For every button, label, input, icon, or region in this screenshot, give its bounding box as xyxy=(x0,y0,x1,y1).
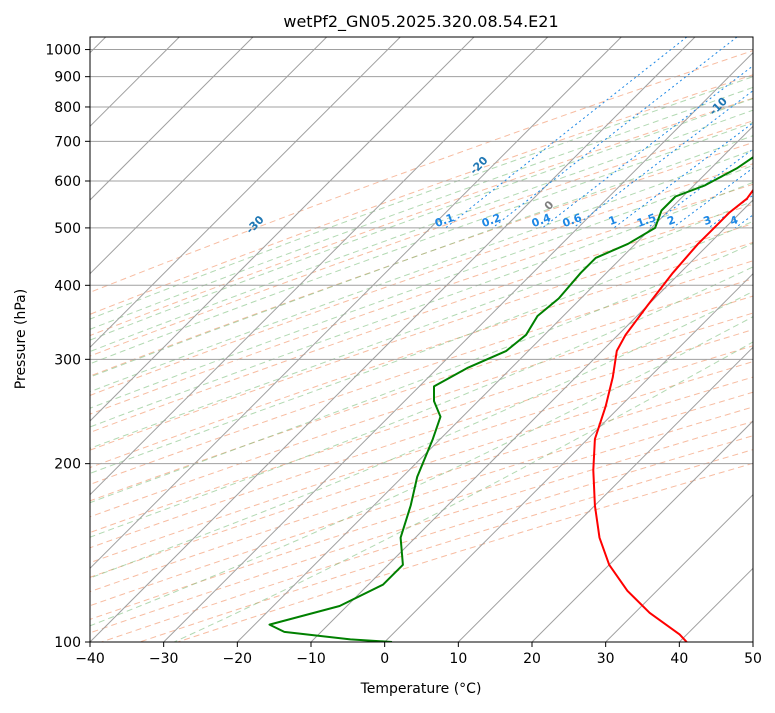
mixing-ratio-label: 6 xyxy=(767,213,775,228)
isotherm-line xyxy=(679,37,775,642)
x-tick-label: 50 xyxy=(744,651,762,667)
isotherm-line xyxy=(0,37,474,642)
mixing-ratio-label: 2 xyxy=(665,213,677,228)
grid-layer xyxy=(0,37,775,642)
mixing-ratio-label: 0.1 xyxy=(433,211,456,230)
mixing-ratio-line xyxy=(446,37,687,228)
dry-adiabat-label: -20 xyxy=(467,154,490,177)
x-tick-label: 10 xyxy=(449,651,467,667)
isotherm-line xyxy=(0,37,400,642)
y-tick-label: 900 xyxy=(54,70,81,86)
x-tick-label: 30 xyxy=(597,651,615,667)
y-tick-label: 100 xyxy=(54,635,81,651)
y-tick-label: 700 xyxy=(54,134,81,150)
isotherm-line xyxy=(311,37,775,642)
y-tick-label: 200 xyxy=(54,457,81,473)
x-axis-label: Temperature (°C) xyxy=(360,681,482,697)
isotherm-line xyxy=(606,37,775,642)
isotherm-line xyxy=(0,37,253,642)
moist-adiabat-line xyxy=(174,37,775,642)
y-axis-label: Pressure (hPa) xyxy=(13,289,29,389)
isotherm-line xyxy=(458,37,775,642)
isotherm-line xyxy=(532,37,775,642)
mixing-ratio-label: 1 xyxy=(607,213,619,228)
x-tick-label: −20 xyxy=(223,651,253,667)
mixing-ratio-label: 4 xyxy=(728,213,740,228)
isotherm-line xyxy=(164,37,769,642)
mixing-ratio-label: 0.4 xyxy=(530,211,553,230)
mixing-ratio-line xyxy=(493,37,738,228)
dewpoint-profile-line xyxy=(270,52,775,642)
tick-layer: −40 −30 −20 −10 0 10 20 30 40 50 1000 900 800 700 600 5… xyxy=(45,43,762,667)
isotherm-line xyxy=(16,37,621,642)
mixing-ratio-line xyxy=(672,37,775,228)
isotherm-line xyxy=(0,37,327,642)
isotherm-line xyxy=(385,37,775,642)
x-tick-label: 20 xyxy=(523,651,541,667)
series-layer xyxy=(270,52,775,642)
isotherm-line xyxy=(753,37,775,642)
y-tick-label: 500 xyxy=(54,221,81,237)
moist-adiabat-line xyxy=(0,37,775,642)
y-tick-label: 600 xyxy=(54,174,81,190)
dry-adiabat-label: -30 xyxy=(243,213,266,236)
y-tick-label: 300 xyxy=(54,352,81,368)
chart-title: wetPf2_GN05.2025.320.08.54.E21 xyxy=(283,12,558,32)
x-tick-label: −40 xyxy=(75,651,105,667)
x-tick-label: −30 xyxy=(149,651,179,667)
moist-adiabat-label: 10 xyxy=(754,156,774,176)
x-tick-label: 0 xyxy=(380,651,389,667)
dry-adiabat-line xyxy=(102,37,775,642)
y-tick-label: 400 xyxy=(54,278,81,294)
y-tick-label: 1000 xyxy=(45,43,81,59)
x-tick-label: 40 xyxy=(670,651,688,667)
mixing-ratio-label: 3 xyxy=(702,213,714,228)
mixing-ratio-line xyxy=(735,37,775,228)
x-tick-label: −10 xyxy=(296,651,326,667)
mixing-ratio-label: 0.6 xyxy=(561,211,584,230)
mixing-ratio-line xyxy=(614,37,775,228)
isotherm-line xyxy=(237,37,775,642)
moist-adiabat-line xyxy=(49,37,775,642)
dry-adiabat-line xyxy=(178,37,775,642)
y-tick-label: 800 xyxy=(54,100,81,116)
